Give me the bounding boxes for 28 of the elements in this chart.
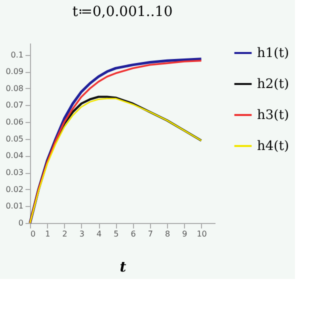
y-tick-label: 0.08 — [6, 84, 24, 93]
x-tick-label: 1 — [45, 230, 50, 238]
y-tick-label: 0.1 — [10, 50, 24, 60]
legend-label: h1(t) — [257, 46, 290, 61]
x-tick-label: 3 — [79, 230, 84, 238]
y-tick-label: 0.06 — [6, 118, 24, 127]
y-tick-label: 0.01 — [6, 202, 24, 211]
y-tick-label: 0.02 — [6, 184, 24, 194]
x-tick-label: 8 — [164, 230, 170, 238]
x-tick-label: 4 — [96, 230, 102, 238]
x-tick-label: 6 — [130, 230, 136, 238]
y-tick-label: 0.07 — [6, 100, 24, 110]
x-tick-label: 5 — [114, 230, 119, 238]
y-tick-label: 0.03 — [6, 168, 24, 178]
x-tick-label: 0 — [30, 230, 36, 238]
y-tick-label: 0.05 — [6, 134, 24, 144]
legend-label: h2(t) — [257, 77, 290, 92]
x-tick-label: 2 — [62, 230, 68, 238]
x-tick-label: 10 — [196, 230, 207, 238]
y-tick-label: 0.04 — [6, 151, 24, 160]
y-tick-label: 0 — [18, 218, 24, 228]
y-tick-label: 0.09 — [6, 67, 24, 76]
legend-label: h4(t) — [257, 139, 290, 154]
x-tick-label: 7 — [148, 230, 153, 238]
chart-title: t≔0,0.001..10 — [72, 4, 173, 20]
legend-label: h3(t) — [257, 108, 290, 123]
x-tick-label: 9 — [182, 230, 188, 238]
x-axis-title: t — [120, 260, 127, 276]
